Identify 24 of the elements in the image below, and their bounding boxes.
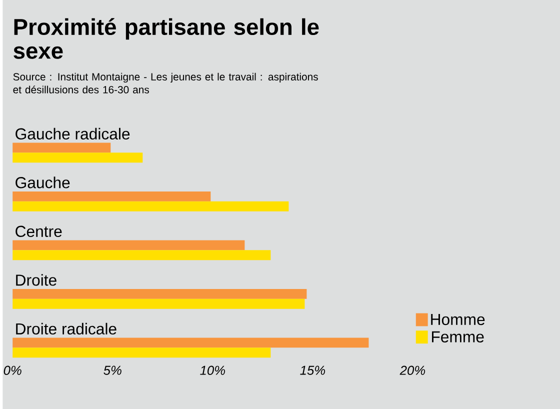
x-tick-label: 20% xyxy=(400,366,426,375)
bar xyxy=(12,142,111,153)
x-tick-label: 10% xyxy=(200,366,226,375)
y-tick-label: Droite radicale xyxy=(16,322,116,334)
bar xyxy=(12,191,211,202)
legend-label: Homme xyxy=(431,314,485,326)
y-tick-label: Gauche xyxy=(16,176,70,188)
chart-title: Proximité partisane selon le sexe xyxy=(14,18,319,59)
bar xyxy=(12,338,369,348)
x-tick-label: 5% xyxy=(104,366,122,375)
bar xyxy=(12,201,289,212)
bar xyxy=(12,348,271,358)
y-tick-label: Centre xyxy=(16,226,62,238)
x-tick-label: 0% xyxy=(4,366,22,375)
bar xyxy=(12,298,305,309)
y-tick-label: Droite xyxy=(16,274,56,286)
y-tick-label: Gauche radicale xyxy=(16,128,130,140)
x-tick-label: 15% xyxy=(300,366,326,375)
bar xyxy=(12,288,307,299)
bar xyxy=(12,250,271,260)
bar xyxy=(12,240,245,250)
bar xyxy=(12,152,143,163)
source-note: Source : Institut Montaigne - Les jeunes et le travail : aspirations et désillusions des 16-30 ans xyxy=(13,72,318,94)
legend-label: Femme xyxy=(432,331,484,342)
